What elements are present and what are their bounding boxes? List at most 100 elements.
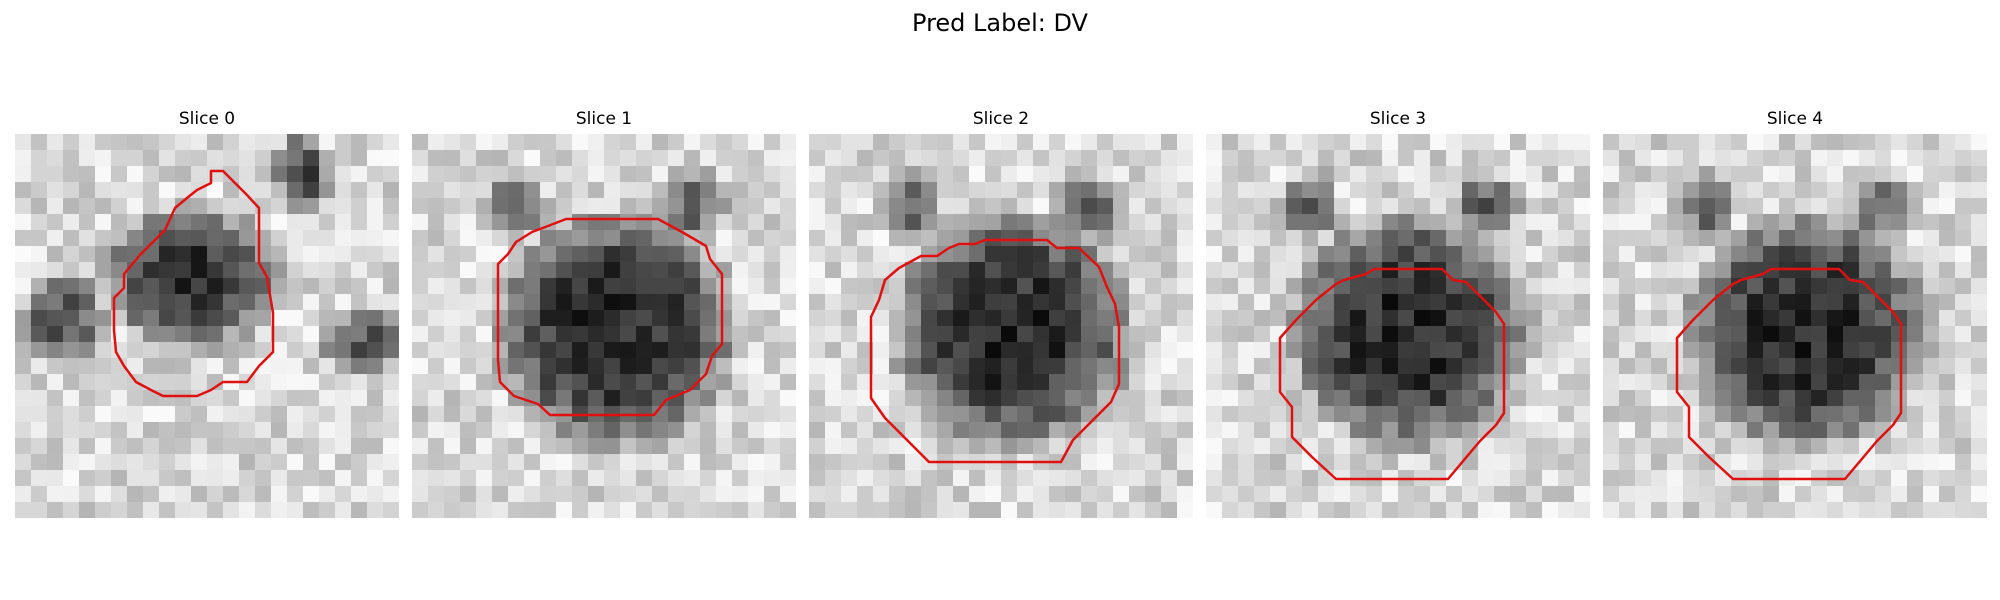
pixel-cell xyxy=(684,166,701,183)
pixel-cell xyxy=(412,278,429,295)
pixel-cell xyxy=(588,486,605,503)
pixel-cell xyxy=(1542,390,1559,407)
pixel-cell xyxy=(764,150,781,167)
pixel-cell xyxy=(383,358,399,375)
pixel-cell xyxy=(1907,486,1924,503)
pixel-cell xyxy=(1763,342,1780,359)
pixel-cell xyxy=(1254,358,1271,375)
pixel-cell xyxy=(207,230,224,247)
pixel-cell xyxy=(1462,230,1479,247)
pixel-cell xyxy=(1238,150,1255,167)
pixel-cell xyxy=(1683,166,1700,183)
pixel-cell xyxy=(383,134,399,151)
pixel-cell xyxy=(255,214,272,231)
pixel-cell xyxy=(1097,230,1114,247)
pixel-cell xyxy=(15,454,32,471)
pixel-cell xyxy=(1651,454,1668,471)
pixel-cell xyxy=(841,150,858,167)
pixel-cell xyxy=(15,246,32,263)
pixel-cell xyxy=(1651,246,1668,263)
pixel-cell xyxy=(748,166,765,183)
pixel-cell xyxy=(1238,326,1255,343)
pixel-cell xyxy=(921,470,938,487)
pixel-cell xyxy=(1635,390,1652,407)
pixel-cell xyxy=(652,294,669,311)
pixel-cell xyxy=(47,182,64,199)
pixel-cell xyxy=(476,374,493,391)
pixel-cell xyxy=(1619,326,1636,343)
pixel-cell xyxy=(1667,182,1684,199)
pixel-cell xyxy=(271,278,288,295)
pixel-cell xyxy=(1081,182,1098,199)
pixel-cell xyxy=(953,166,970,183)
pixel-cell xyxy=(1065,486,1082,503)
pixel-cell xyxy=(1603,134,1620,151)
pixel-cell xyxy=(620,390,637,407)
pixel-cell xyxy=(1318,310,1335,327)
pixel-cell xyxy=(556,422,573,439)
pixel-cell xyxy=(985,294,1002,311)
pixel-cell xyxy=(1795,326,1812,343)
pixel-cell xyxy=(1270,486,1287,503)
pixel-cell xyxy=(1462,262,1479,279)
pixel-cell xyxy=(1747,390,1764,407)
pixel-cell xyxy=(780,182,796,199)
pixel-cell xyxy=(889,374,906,391)
pixel-cell xyxy=(716,166,733,183)
pixel-cell xyxy=(684,358,701,375)
pixel-cell xyxy=(63,166,80,183)
pixel-cell xyxy=(143,502,160,518)
pixel-cell xyxy=(1414,294,1431,311)
pixel-cell xyxy=(873,470,890,487)
pixel-cell xyxy=(873,390,890,407)
pixel-cell xyxy=(428,198,445,215)
pixel-cell xyxy=(1971,278,1987,295)
pixel-cell xyxy=(15,326,32,343)
pixel-cell xyxy=(271,310,288,327)
pixel-cell xyxy=(780,406,796,423)
pixel-cell xyxy=(825,358,842,375)
pixel-cell xyxy=(143,150,160,167)
pixel-cell xyxy=(556,358,573,375)
pixel-cell xyxy=(1795,358,1812,375)
pixel-cell xyxy=(1907,358,1924,375)
pixel-cell xyxy=(809,150,826,167)
pixel-cell xyxy=(143,406,160,423)
pixel-cell xyxy=(476,246,493,263)
pixel-cell xyxy=(652,182,669,199)
pixel-cell xyxy=(351,214,368,231)
pixel-cell xyxy=(1795,390,1812,407)
pixel-cell xyxy=(1603,214,1620,231)
pixel-cell xyxy=(889,342,906,359)
pixel-cell xyxy=(588,470,605,487)
pixel-cell xyxy=(1478,326,1495,343)
pixel-cell xyxy=(809,134,826,151)
pixel-cell xyxy=(63,230,80,247)
pixel-cell xyxy=(857,166,874,183)
pixel-cell xyxy=(95,454,112,471)
pixel-cell xyxy=(1955,470,1972,487)
pixel-cell xyxy=(460,390,477,407)
pixel-cell xyxy=(1510,486,1527,503)
pixel-cell xyxy=(1747,358,1764,375)
pixel-cell xyxy=(1446,230,1463,247)
pixel-cell xyxy=(1113,230,1130,247)
pixel-cell xyxy=(1715,246,1732,263)
pixel-cell xyxy=(572,134,589,151)
pixel-cell xyxy=(1526,390,1543,407)
pixel-cell xyxy=(303,246,320,263)
pixel-cell xyxy=(1398,134,1415,151)
pixel-cell xyxy=(1795,422,1812,439)
pixel-cell xyxy=(652,230,669,247)
pixel-cell xyxy=(1683,454,1700,471)
pixel-cell xyxy=(1129,454,1146,471)
pixel-cell xyxy=(111,230,128,247)
pixel-cell xyxy=(47,150,64,167)
pixel-cell xyxy=(1318,182,1335,199)
pixel-cell xyxy=(63,454,80,471)
pixel-cell xyxy=(303,166,320,183)
pixel-cell xyxy=(191,358,208,375)
pixel-cell xyxy=(1619,262,1636,279)
pixel-cell xyxy=(921,246,938,263)
pixel-cell xyxy=(857,342,874,359)
